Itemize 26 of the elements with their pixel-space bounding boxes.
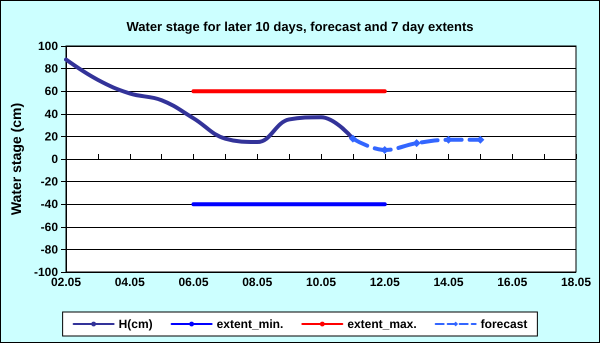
x-tick-label: 14.05 (433, 275, 464, 289)
legend-label: H(cm) (118, 317, 153, 331)
chart-title: Water stage for later 10 days, forecast and 7 day extents (126, 19, 474, 34)
y-tick-label: 60 (44, 84, 58, 98)
y-tick-label: 0 (51, 152, 58, 166)
legend-label: extent_max. (347, 317, 417, 331)
y-tick-label: -60 (40, 220, 58, 234)
y-tick-label: 100 (38, 39, 58, 53)
x-tick-label: 04.05 (114, 275, 146, 289)
legend-label: forecast (480, 317, 528, 331)
x-tick-label: 16.05 (497, 275, 528, 289)
x-tick-label: 10.05 (306, 275, 336, 289)
x-tick-label: 18.05 (560, 275, 592, 289)
x-tick-label: 08.05 (242, 275, 273, 289)
x-tick-label: 06.05 (178, 275, 209, 289)
legend-label: extent_min. (216, 317, 284, 331)
y-tick-label: -80 (40, 242, 58, 256)
y-tick-label: -40 (40, 197, 58, 212)
point (412, 139, 421, 148)
y-tick-label: -20 (40, 174, 58, 189)
y-tick-label: 40 (44, 106, 58, 121)
y-axis-title: Water stage (cm) (8, 102, 24, 216)
x-tick-label: 12.05 (370, 275, 400, 289)
y-tick-label: 20 (44, 129, 58, 144)
y-tick-label: 80 (44, 62, 58, 76)
point (348, 134, 357, 143)
